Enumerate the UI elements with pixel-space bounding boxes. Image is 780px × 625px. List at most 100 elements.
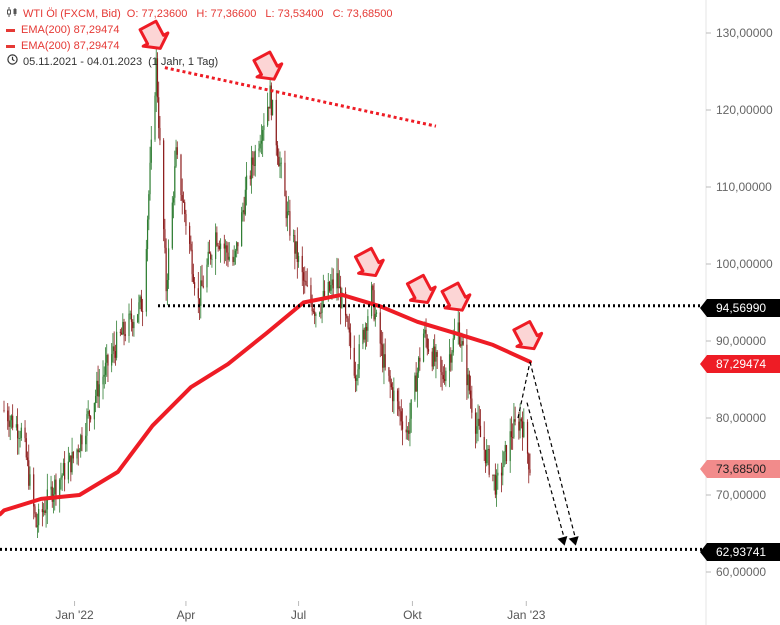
candle-body [341,292,343,308]
candle-body [320,312,322,314]
candle-body [523,421,525,437]
y-tick-label: 90,00000 [716,334,766,348]
candle-body [486,449,488,464]
candle-body [505,445,508,462]
candle-body [35,513,37,528]
open-value: O: 77,23600 [126,8,188,20]
candle-body [181,195,183,201]
legend-ema-row-2: EMA(200) 87,29474 [6,38,399,54]
candle-body [146,219,149,250]
candle-body [228,256,230,260]
candle-body [223,243,225,249]
candle-body [43,510,45,513]
candle-body [85,435,87,445]
candle-body [382,344,384,368]
candle-body [3,410,5,412]
candle-body [289,211,291,236]
candle-body [55,479,57,496]
candle-body [338,286,341,289]
candlestick-series [3,48,531,538]
candle-body [294,235,296,254]
candle-body [322,290,324,301]
chart-legend: WTI Öl (FXCM, Bid) O: 77,23600 H: 77,366… [6,6,399,70]
projection-line [529,361,577,540]
candle-body [474,412,477,434]
ema-swatch [6,44,15,48]
candle-body [337,273,339,289]
candle-body [243,210,245,215]
candle-body [344,292,347,316]
candle-body [201,280,203,286]
candle-body [349,332,352,348]
candle-body [409,418,411,434]
candle-body [155,58,157,96]
candle-body [529,469,531,473]
projection-arrowhead [568,536,579,546]
ema-price-tag: 87,29474 [700,355,780,373]
candle-body [159,128,161,141]
candle-body [510,431,513,438]
candle-body [374,313,376,320]
candle-body [426,338,428,350]
candle-body [138,302,140,315]
candle-body [210,253,212,260]
candle-body [348,327,350,333]
candle-body [295,241,297,254]
candle-body [12,415,14,428]
candle-body [18,438,20,439]
candle-body [130,313,133,322]
candle-body [408,430,410,434]
candle-body [492,474,494,476]
candle-body [526,421,529,454]
candle-body [415,375,417,392]
candle-body [414,375,416,400]
candle-body [406,430,409,433]
candle-body [479,425,482,438]
candle-body [330,285,332,291]
candle-body [60,477,62,480]
candle-body [346,315,348,319]
candle-body [328,281,331,291]
candle-body [460,344,462,346]
candle-body [398,401,400,410]
candle-body [410,399,412,419]
y-tick-label: 70,00000 [716,488,766,502]
candle-body [356,378,358,381]
candle-body [175,147,177,167]
candle-body [68,455,71,462]
candle-body [163,140,165,230]
candle-body [319,312,321,315]
candle-body [111,354,113,366]
candle-body [87,411,89,415]
candle-body [444,379,446,382]
candle-body [493,474,495,476]
candle-body [427,349,430,352]
candle-body [401,421,404,430]
candle-body [327,281,329,298]
candle-body [353,347,355,376]
candle-body [128,313,130,337]
resistance-arrow [512,320,544,351]
x-tick-label: Jul [291,608,306,622]
candle-body [488,448,490,475]
candle-body [10,415,13,421]
candle-body [104,362,107,375]
ema-label: EMA(200) 87,29474 [21,40,120,52]
candle-body [268,106,270,109]
legend-title-row: WTI Öl (FXCM, Bid) O: 77,23600 H: 77,366… [6,6,399,22]
candle-body [448,354,451,371]
candle-body [513,419,515,438]
y-tick-label: 130,00000 [716,26,773,40]
candle-body [8,421,10,427]
candle-body [193,282,196,289]
resistance-arrow [252,50,284,81]
candle-body [380,343,383,345]
candle-body [88,411,90,417]
candle-body [495,475,498,495]
candle-body [176,147,178,155]
candle-body [340,286,342,308]
candle-body [288,211,290,213]
candle-body [440,356,442,373]
candle-body [72,451,74,459]
